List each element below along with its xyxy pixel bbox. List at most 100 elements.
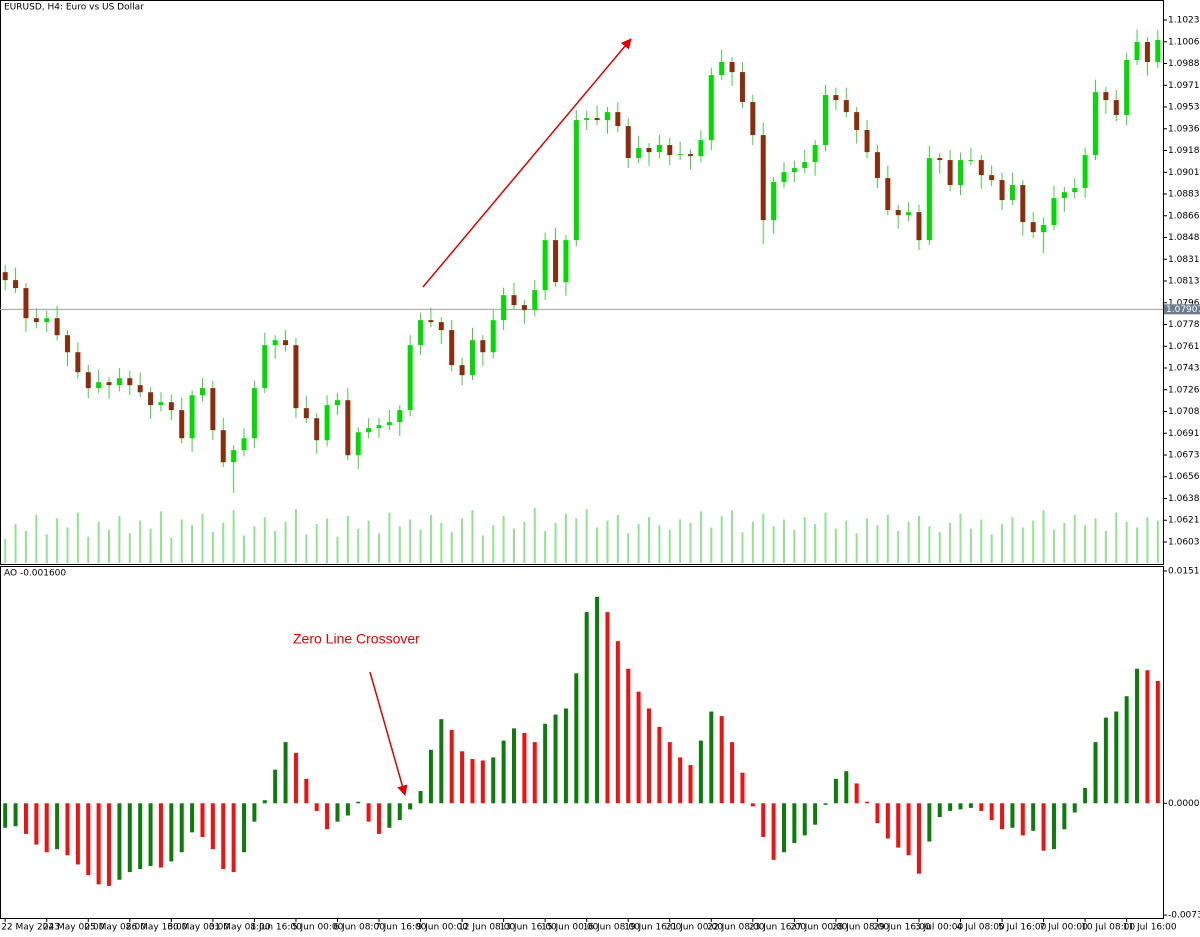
- candle-body: [1124, 60, 1130, 116]
- x-tick-label: 4 Jul 08:00: [957, 923, 1006, 933]
- candle-body: [511, 295, 517, 306]
- ao-bar: [221, 803, 226, 870]
- y-tick-label: 1.09360: [1168, 124, 1200, 134]
- candle-body: [553, 240, 559, 283]
- ao-bar: [688, 765, 693, 804]
- ao-bar: [584, 612, 589, 804]
- candle-body: [542, 240, 548, 291]
- candle-body: [137, 385, 143, 393]
- x-tick-label: 10 Jul 08:00: [1081, 923, 1135, 933]
- candle-body: [407, 345, 413, 411]
- ao-bar: [439, 719, 444, 804]
- y-tick-label: 1.08660: [1168, 211, 1200, 221]
- candle-body: [148, 392, 154, 406]
- ao-bar: [397, 803, 402, 821]
- y-tick-label: 1.10235: [1168, 16, 1200, 26]
- y-tick-label: 1.09185: [1168, 146, 1200, 156]
- ao-bar: [865, 801, 870, 804]
- candle-body: [791, 168, 797, 173]
- candle-body: [1082, 155, 1088, 189]
- ao-bar: [148, 803, 153, 866]
- y-tick-label: 1.08485: [1168, 233, 1200, 243]
- candle-body: [283, 340, 289, 346]
- y-tick-label: 1.09535: [1168, 103, 1200, 113]
- ao-bar: [1124, 696, 1129, 804]
- ao-panel-frame: [0, 566, 1164, 919]
- ao-bar: [23, 803, 28, 834]
- candle-body: [843, 100, 849, 113]
- candle-body: [231, 450, 237, 463]
- ao-bar: [480, 760, 485, 804]
- ao-bar: [916, 803, 921, 874]
- candle-body: [708, 75, 714, 141]
- candle-body: [594, 118, 600, 121]
- candle-body: [999, 180, 1005, 201]
- ao-bar: [356, 801, 361, 804]
- candle-body: [760, 135, 766, 221]
- x-tick-label: 5 Jun 00:00: [292, 923, 344, 933]
- ao-bar: [844, 771, 849, 804]
- y-tick-label: -0.007308: [1168, 911, 1200, 921]
- ao-bar: [719, 716, 724, 804]
- candle-body: [189, 395, 195, 439]
- ao-bar: [1155, 680, 1160, 804]
- x-tick-label: 12 Jun 08:00: [458, 923, 515, 933]
- x-tick-label: 21 Jun 00:00: [666, 923, 723, 933]
- y-tick-label: 0.000000: [1168, 799, 1200, 809]
- ao-bar: [75, 803, 80, 865]
- y-tick-label: 1.10060: [1168, 37, 1200, 47]
- y-tick-label: 1.07085: [1168, 407, 1200, 417]
- candle-body: [926, 158, 932, 241]
- ao-bar: [501, 740, 506, 804]
- candle-body: [833, 95, 839, 101]
- ao-bar: [761, 803, 766, 837]
- candle-body: [958, 160, 964, 186]
- ao-bar: [460, 751, 465, 804]
- candle-body: [916, 212, 922, 241]
- ao-bar: [698, 740, 703, 804]
- ao-bar: [678, 757, 683, 804]
- candle-body: [656, 145, 662, 153]
- candle-body: [241, 438, 247, 451]
- candle-body: [334, 400, 340, 406]
- x-tick-label: 25 May 08:00: [84, 923, 146, 933]
- ao-bar: [449, 729, 454, 804]
- candle-body: [199, 388, 205, 396]
- candle-body: [937, 158, 943, 161]
- x-tick-label: 1 Jun 16:00: [250, 923, 302, 933]
- y-tick-label: 1.07260: [1168, 385, 1200, 395]
- ao-bar: [1072, 803, 1077, 813]
- ao-bar: [470, 758, 475, 804]
- candle-body: [127, 378, 133, 386]
- annotation-arrow: [369, 671, 408, 797]
- marks: 1.06035 1.06210 1.06385 1.06560 1.06735 1.069…: [0, 16, 1200, 933]
- ao-bar: [626, 668, 631, 804]
- ao-bar: [3, 803, 8, 828]
- ao-bar: [55, 803, 60, 850]
- ao-bar: [293, 752, 298, 804]
- ao-bar: [242, 803, 247, 853]
- ao-bar: [750, 803, 755, 807]
- ao-bar: [709, 711, 714, 804]
- candle-body: [636, 148, 642, 159]
- x-tick-label: 7 Jun 16:00: [375, 923, 427, 933]
- x-tick-label: 15 Jun 00:00: [541, 923, 598, 933]
- ao-bar: [605, 612, 610, 804]
- ao-bar: [667, 742, 672, 804]
- ao-bar: [377, 803, 382, 834]
- ao-bar: [210, 803, 215, 850]
- candle-body: [469, 340, 475, 376]
- x-tick-label: 5 Jul 16:00: [998, 923, 1047, 933]
- candle-body: [418, 320, 424, 346]
- ao-bar: [138, 803, 143, 870]
- candle-body: [13, 280, 19, 289]
- ao-bar: [1000, 803, 1005, 830]
- candle-body: [1072, 188, 1078, 193]
- ao-bar: [366, 803, 371, 822]
- y-tick-label: 0.015187: [1168, 567, 1200, 577]
- ao-bar: [408, 803, 413, 810]
- candle-body: [739, 72, 745, 103]
- ao-bar: [179, 803, 184, 853]
- x-tick-label: 22 Jun 08:00: [707, 923, 764, 933]
- ao-bar: [937, 803, 942, 818]
